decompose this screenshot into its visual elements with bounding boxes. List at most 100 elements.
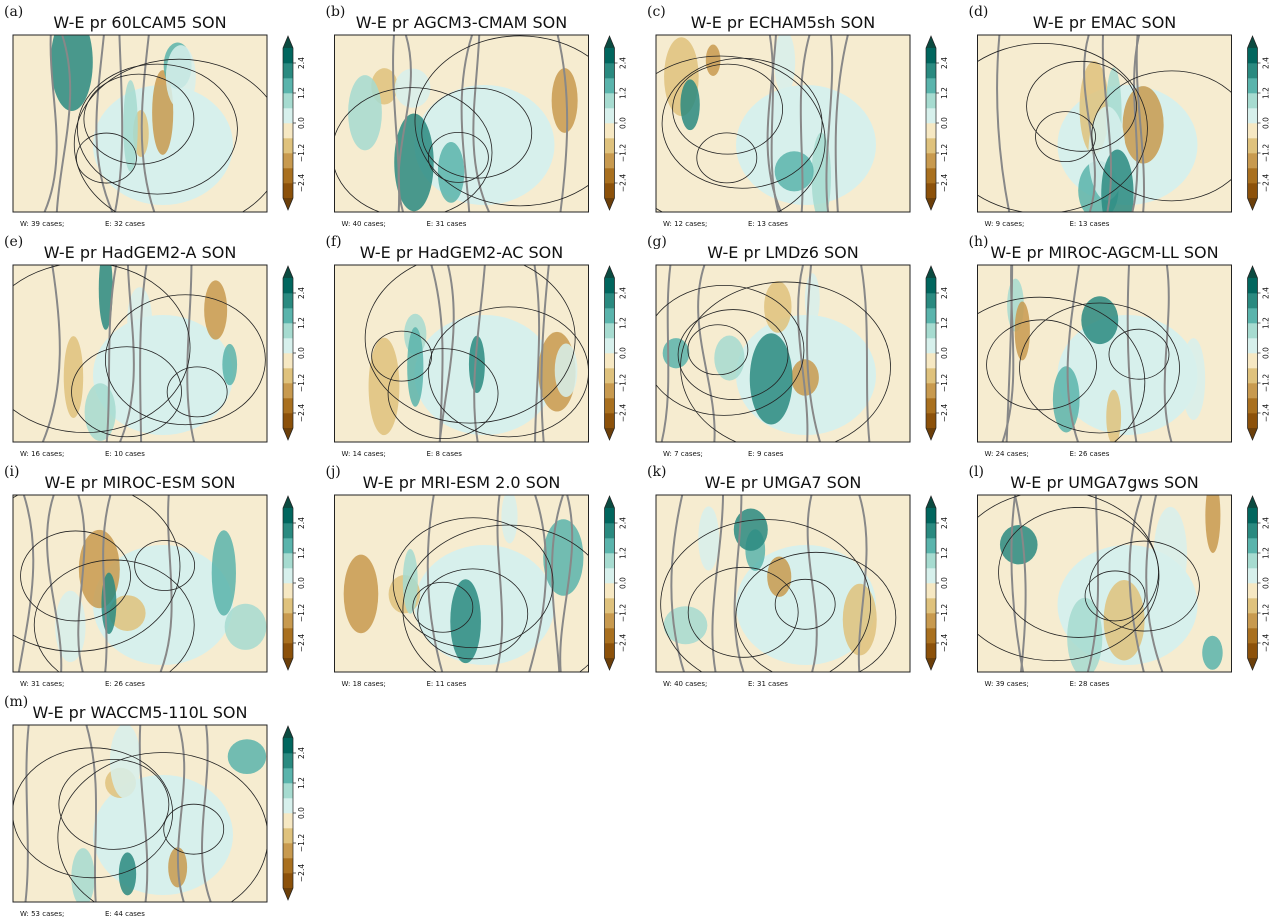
colorbar-tick-label: −1.2 xyxy=(297,144,306,162)
colorbar-tick-label: −1.2 xyxy=(940,144,949,162)
colorbar-band xyxy=(605,523,615,538)
colorbar-extension xyxy=(283,428,293,440)
colorbar-tick-label: 1.2 xyxy=(619,547,628,559)
colorbar-band xyxy=(926,63,936,78)
colorbar-extension xyxy=(283,36,293,48)
colorbar-extension xyxy=(605,198,615,210)
colorbar-band xyxy=(283,353,293,368)
field-patch xyxy=(767,557,791,597)
panel-title: W-E pr LMDz6 SON xyxy=(707,243,858,262)
colorbar-band xyxy=(1248,323,1258,338)
colorbar-tick-label: −1.2 xyxy=(619,144,628,162)
east-cases: E: 10 cases xyxy=(105,450,145,458)
colorbar-band xyxy=(926,78,936,93)
colorbar-extension xyxy=(605,36,615,48)
colorbar-tick-label: −1.2 xyxy=(297,834,306,852)
field-patch xyxy=(348,75,382,150)
colorbar-tick-label: 0.0 xyxy=(1262,577,1271,589)
colorbar-band xyxy=(283,628,293,643)
colorbar-tick-label: 2.4 xyxy=(297,517,306,529)
field-patch xyxy=(664,606,708,644)
panel-title: W-E pr AGCM3-CMAM SON xyxy=(356,13,567,32)
colorbar-extension xyxy=(926,496,936,508)
panel-label: (b) xyxy=(326,4,346,20)
colorbar-tick-label: 2.4 xyxy=(1262,57,1271,69)
colorbar-band xyxy=(1248,398,1258,413)
colorbar-band xyxy=(1248,383,1258,398)
field-patch xyxy=(714,336,744,381)
colorbar-band xyxy=(605,308,615,323)
east-cases: E: 13 cases xyxy=(748,220,788,228)
colorbar-extension xyxy=(926,266,936,278)
panel: (f)W-E pr HadGEM2-AC SON−2.4−1.20.01.22.… xyxy=(326,234,628,458)
colorbar-band xyxy=(283,183,293,198)
colorbar-band xyxy=(605,63,615,78)
colorbar-tick-label: −2.4 xyxy=(940,174,949,192)
panel-label: (e) xyxy=(4,234,23,250)
colorbar-band xyxy=(605,123,615,138)
colorbar-band xyxy=(926,168,936,183)
colorbar-band xyxy=(283,323,293,338)
colorbar-band xyxy=(283,753,293,768)
colorbar-band xyxy=(605,353,615,368)
panel: (m)W-E pr WACCM5-110L SON−2.4−1.20.01.22… xyxy=(4,694,306,919)
colorbar-band xyxy=(1248,168,1258,183)
colorbar-tick-label: 2.4 xyxy=(297,747,306,759)
colorbar-band xyxy=(283,108,293,123)
colorbar-tick-label: 1.2 xyxy=(297,547,306,559)
colorbar-tick-label: 0.0 xyxy=(297,577,306,589)
field-patch xyxy=(1154,507,1187,601)
east-cases: E: 26 cases xyxy=(105,680,145,688)
colorbar-extension xyxy=(926,658,936,670)
east-cases: E: 9 cases xyxy=(748,450,784,458)
field-patch xyxy=(438,142,464,203)
east-cases: E: 11 cases xyxy=(427,680,467,688)
colorbar-tick-label: 1.2 xyxy=(940,87,949,99)
colorbar-extension xyxy=(283,726,293,738)
east-cases: E: 26 cases xyxy=(1070,450,1110,458)
colorbar-band xyxy=(926,628,936,643)
panel-title: W-E pr UMGA7 SON xyxy=(705,473,862,492)
colorbar-tick-label: 0.0 xyxy=(619,117,628,129)
panel-label: (g) xyxy=(647,234,667,250)
colorbar-extension xyxy=(1248,266,1258,278)
colorbar-band xyxy=(605,413,615,428)
colorbar-band xyxy=(283,568,293,583)
panel-title: W-E pr 60LCAM5 SON xyxy=(53,13,226,32)
east-cases: E: 31 cases xyxy=(427,220,467,228)
colorbar-band xyxy=(1248,138,1258,153)
west-cases: W: 39 cases; xyxy=(20,220,64,228)
colorbar-band xyxy=(605,398,615,413)
colorbar-band xyxy=(283,48,293,63)
colorbar-band xyxy=(283,383,293,398)
colorbar-band xyxy=(283,168,293,183)
colorbar-band xyxy=(283,293,293,308)
colorbar-tick-label: 2.4 xyxy=(1262,287,1271,299)
west-cases: W: 40 cases; xyxy=(342,220,386,228)
colorbar-band xyxy=(926,598,936,613)
colorbar-band xyxy=(1248,538,1258,553)
colorbar-tick-label: 2.4 xyxy=(940,57,949,69)
east-cases: E: 28 cases xyxy=(1070,680,1110,688)
colorbar-tick-label: 1.2 xyxy=(1262,317,1271,329)
colorbar-band xyxy=(1248,123,1258,138)
field-patch xyxy=(775,151,814,191)
colorbar-tick-label: −2.4 xyxy=(1262,634,1271,652)
panel-label: (m) xyxy=(4,694,28,710)
field-patch xyxy=(212,530,236,615)
east-cases: E: 44 cases xyxy=(105,910,145,918)
field-patch xyxy=(698,506,719,570)
colorbar-band xyxy=(1248,93,1258,108)
colorbar-band xyxy=(605,538,615,553)
panel-label: (d) xyxy=(969,4,989,20)
colorbar-band xyxy=(926,368,936,383)
panel: (g)W-E pr LMDz6 SON−2.4−1.20.01.22.4W: 7… xyxy=(644,234,949,458)
colorbar-tick-label: −1.2 xyxy=(297,374,306,392)
colorbar-tick-label: 2.4 xyxy=(619,57,628,69)
colorbar-band xyxy=(605,138,615,153)
colorbar-band xyxy=(283,138,293,153)
field-patch xyxy=(415,315,555,435)
colorbar-band xyxy=(926,553,936,568)
field-patch xyxy=(225,604,267,650)
colorbar-band xyxy=(605,93,615,108)
